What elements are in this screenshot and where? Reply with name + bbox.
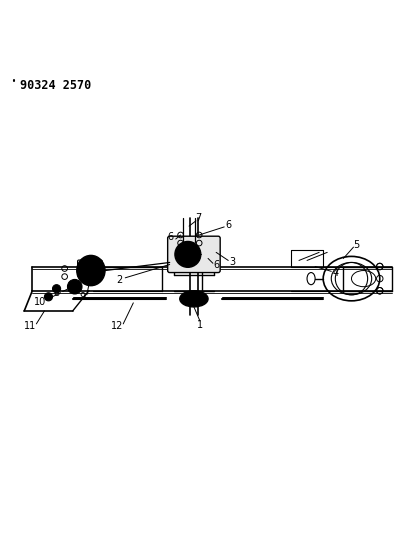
Text: 90324 2570: 90324 2570 [20,79,91,92]
FancyBboxPatch shape [168,236,220,272]
Text: 6: 6 [167,232,174,241]
Text: 6: 6 [213,260,219,270]
Text: 4: 4 [332,269,339,278]
Circle shape [67,279,82,294]
Text: 3: 3 [229,257,236,266]
Circle shape [181,247,195,262]
Circle shape [53,285,61,293]
Circle shape [44,293,53,301]
FancyBboxPatch shape [78,260,102,277]
Text: 11: 11 [24,321,36,332]
Text: 9: 9 [80,292,86,302]
Text: 7: 7 [195,213,201,223]
Text: 5: 5 [353,240,360,250]
Text: 8: 8 [53,288,60,298]
Text: 6: 6 [225,220,231,230]
Text: 12: 12 [111,321,123,332]
Ellipse shape [180,290,208,307]
Text: 2: 2 [116,275,122,285]
Text: 1: 1 [197,320,203,330]
Text: 10: 10 [34,297,46,306]
Circle shape [175,241,201,268]
Ellipse shape [77,255,105,286]
Ellipse shape [82,261,100,280]
